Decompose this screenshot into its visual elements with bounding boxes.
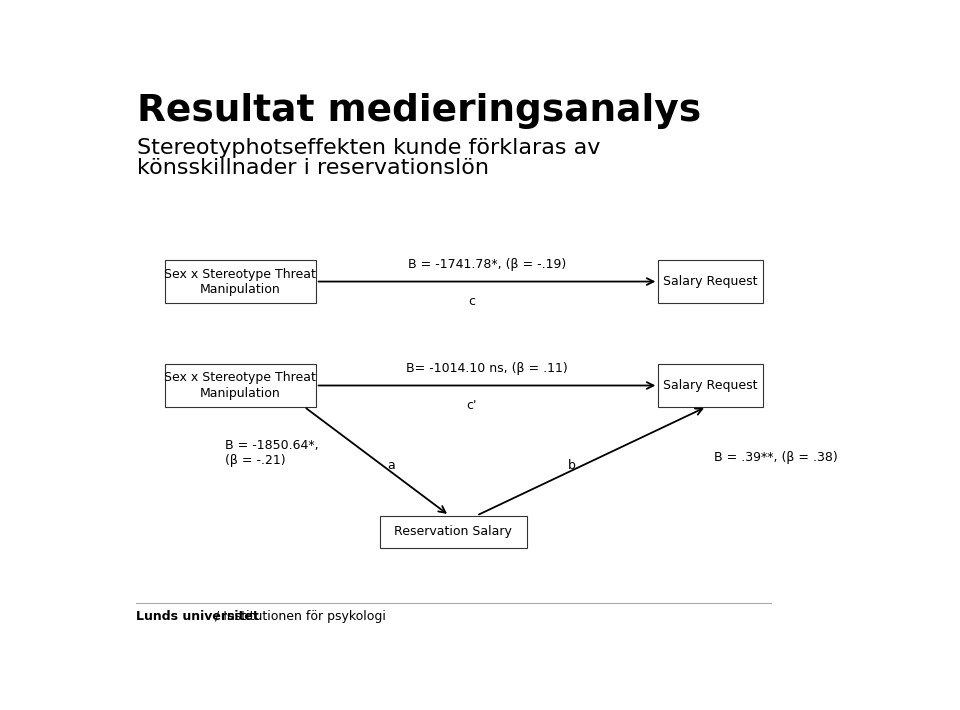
Text: Lunds universitet: Lunds universitet bbox=[135, 611, 258, 623]
Text: B= -1014.10 ns, (β = .11): B= -1014.10 ns, (β = .11) bbox=[406, 361, 567, 375]
Text: Reservation Salary: Reservation Salary bbox=[395, 525, 513, 538]
Text: könsskillnader i reservationslön: könsskillnader i reservationslön bbox=[137, 158, 489, 178]
Text: Salary Request: Salary Request bbox=[663, 379, 757, 392]
Text: Stereotyphotseffekten kunde förklaras av: Stereotyphotseffekten kunde förklaras av bbox=[137, 138, 600, 158]
FancyBboxPatch shape bbox=[379, 515, 527, 548]
Text: c: c bbox=[468, 295, 475, 308]
Text: a: a bbox=[387, 459, 395, 471]
Text: / Institutionen för psykologi: / Institutionen för psykologi bbox=[211, 611, 386, 623]
Text: Salary Request: Salary Request bbox=[663, 275, 757, 288]
Text: c': c' bbox=[467, 399, 477, 413]
Text: Sex x Stereotype Threat
Manipulation: Sex x Stereotype Threat Manipulation bbox=[164, 371, 316, 400]
FancyBboxPatch shape bbox=[164, 364, 316, 407]
Text: B = .39**, (β = .38): B = .39**, (β = .38) bbox=[714, 451, 838, 464]
Text: Sex x Stereotype Threat
Manipulation: Sex x Stereotype Threat Manipulation bbox=[164, 268, 316, 295]
Text: B = -1741.78*, (β = -.19): B = -1741.78*, (β = -.19) bbox=[408, 258, 566, 271]
Text: Resultat medieringsanalys: Resultat medieringsanalys bbox=[137, 93, 701, 129]
FancyBboxPatch shape bbox=[659, 261, 763, 302]
Text: B = -1850.64*,
(β = -.21): B = -1850.64*, (β = -.21) bbox=[225, 439, 319, 467]
FancyBboxPatch shape bbox=[164, 261, 316, 302]
FancyBboxPatch shape bbox=[659, 364, 763, 407]
Text: b: b bbox=[568, 459, 576, 471]
